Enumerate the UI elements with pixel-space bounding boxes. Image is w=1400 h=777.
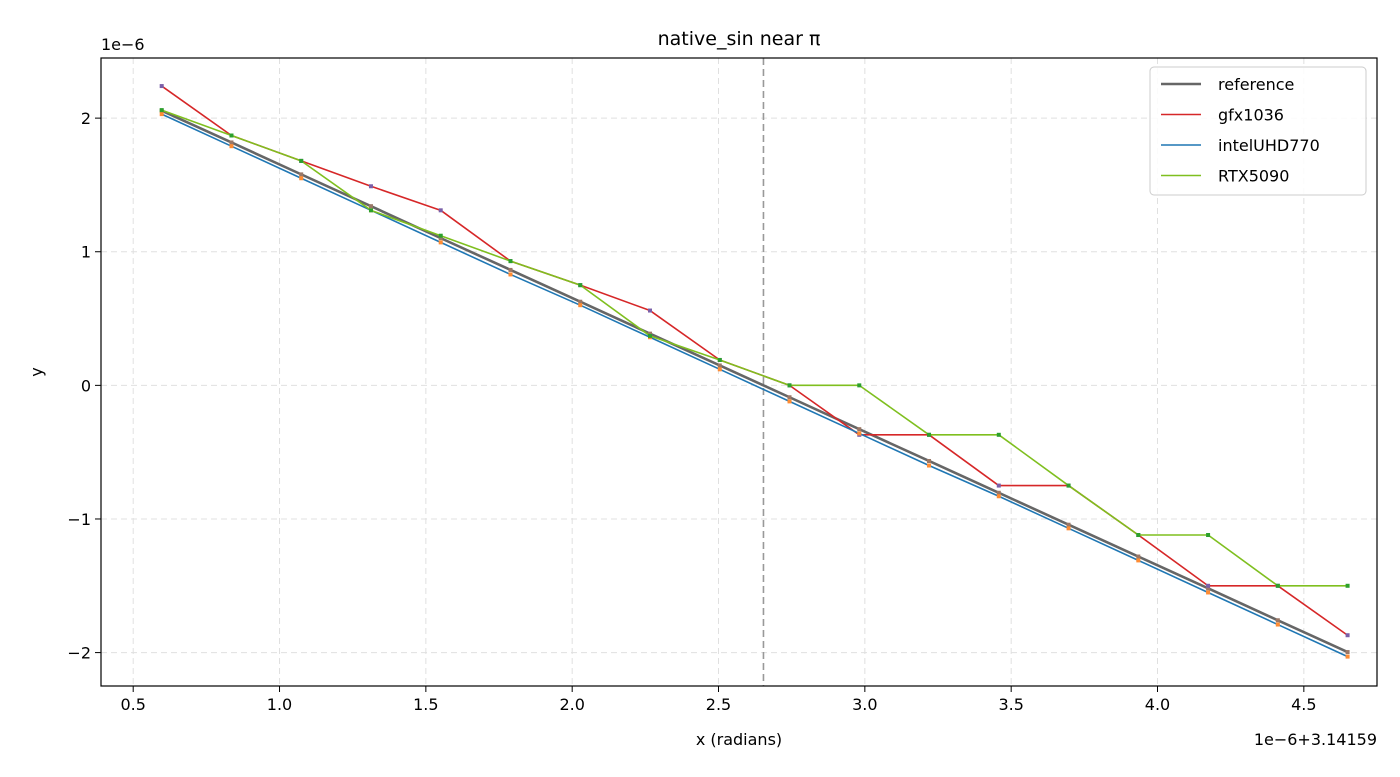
legend-label-gfx1036: gfx1036	[1218, 106, 1284, 125]
data-point-inteluhd770	[1275, 622, 1280, 627]
legend-box	[1149, 66, 1367, 196]
data-point-reference	[578, 299, 583, 304]
data-point-rtx5090	[1206, 533, 1211, 538]
data-point-inteluhd770	[438, 240, 443, 245]
data-point-rtx5090	[368, 208, 373, 213]
data-point-reference	[299, 172, 304, 177]
data-point-reference	[1206, 586, 1211, 591]
data-point-inteluhd770	[927, 463, 932, 468]
data-point-reference	[508, 267, 513, 272]
x-tick-label: 4.0	[1145, 695, 1170, 714]
data-point-gfx1036	[1206, 583, 1211, 588]
data-point-reference	[1136, 554, 1141, 559]
data-point-rtx5090	[1066, 483, 1071, 488]
data-point-gfx1036	[438, 208, 443, 213]
legend-label-rtx5090: RTX5090	[1218, 167, 1289, 186]
data-point-rtx5090	[438, 233, 443, 238]
data-point-gfx1036	[996, 483, 1001, 488]
y-tick-label: 2	[81, 109, 91, 128]
data-point-reference	[857, 427, 862, 432]
data-point-inteluhd770	[787, 399, 792, 404]
data-point-rtx5090	[578, 283, 583, 288]
y-tick-label: 1	[81, 243, 91, 262]
x-tick-label: 1.0	[267, 695, 292, 714]
data-point-inteluhd770	[578, 303, 583, 308]
x-tick-label: 0.5	[120, 695, 145, 714]
data-point-inteluhd770	[857, 431, 862, 436]
data-point-inteluhd770	[508, 272, 513, 277]
series-line-reference	[161, 109, 1349, 654]
data-point-rtx5090	[927, 432, 932, 437]
data-point-inteluhd770	[1345, 654, 1350, 659]
data-point-reference	[996, 490, 1001, 495]
chart-title: native_sin near π	[658, 28, 821, 50]
legend-items: reference gfx1036 intelUHD770 RTX5090	[1161, 75, 1320, 186]
data-point-rtx5090	[1136, 533, 1141, 538]
data-point-inteluhd770	[1066, 526, 1071, 531]
series-layer	[159, 84, 1350, 659]
y-axis-label: y	[27, 367, 46, 376]
y-tick-label: −2	[67, 644, 91, 663]
data-point-rtx5090	[648, 333, 652, 338]
data-point-rtx5090	[1345, 583, 1350, 588]
data-point-rtx5090	[508, 259, 513, 264]
data-point-reference	[229, 140, 234, 145]
data-point-reference	[787, 395, 792, 400]
y-offset-label: 1e−6	[101, 35, 145, 54]
y-tick-label: −1	[67, 510, 91, 529]
y-tick-label: 0	[81, 376, 91, 395]
data-point-inteluhd770	[299, 176, 304, 181]
data-point-reference	[368, 204, 373, 209]
x-tick-label: 4.5	[1291, 695, 1316, 714]
series-line-rtx5090	[161, 109, 1348, 587]
data-point-rtx5090	[996, 432, 1001, 437]
axis-ticks: 0.5 1.0 1.5 2.0 2.5 3.0 3.5 4.0 4.5 −2 −1 0 1 2	[67, 109, 1316, 714]
data-point-reference	[927, 458, 932, 463]
legend: reference gfx1036 intelUHD770 RTX5090	[1149, 66, 1367, 196]
data-point-reference	[717, 363, 722, 368]
x-tick-label: 3.5	[998, 695, 1023, 714]
data-point-reference	[1275, 618, 1280, 623]
data-point-inteluhd770	[1136, 558, 1141, 563]
data-point-rtx5090	[229, 133, 234, 138]
data-point-gfx1036	[648, 308, 652, 313]
data-point-rtx5090	[787, 383, 792, 388]
data-point-inteluhd770	[229, 144, 234, 149]
data-point-rtx5090	[717, 357, 722, 362]
series-line-inteluhd770	[161, 113, 1348, 658]
legend-label-inteluhd770: intelUHD770	[1218, 136, 1320, 155]
x-tick-label: 2.5	[706, 695, 731, 714]
data-point-reference	[438, 236, 443, 241]
data-point-gfx1036	[1345, 633, 1350, 638]
data-point-rtx5090	[159, 108, 164, 113]
data-point-inteluhd770	[996, 494, 1001, 499]
data-point-inteluhd770	[1206, 590, 1211, 595]
data-point-rtx5090	[857, 383, 862, 388]
data-point-rtx5090	[1275, 583, 1280, 588]
legend-label-reference: reference	[1218, 75, 1294, 94]
plot-frame	[100, 57, 1378, 687]
data-point-inteluhd770	[159, 112, 164, 117]
series-rtx5090	[159, 108, 1350, 588]
x-offset-label: 1e−6+3.14159	[1254, 730, 1377, 749]
data-point-gfx1036	[368, 184, 373, 189]
data-point-inteluhd770	[717, 367, 722, 372]
data-point-reference	[648, 331, 652, 336]
x-tick-label: 3.0	[852, 695, 877, 714]
x-axis-label: x (radians)	[696, 730, 782, 749]
data-point-rtx5090	[299, 158, 304, 163]
x-tick-label: 1.5	[413, 695, 438, 714]
x-tick-label: 2.0	[559, 695, 584, 714]
data-point-reference	[1345, 650, 1350, 655]
data-point-reference	[1066, 522, 1071, 527]
data-point-gfx1036	[159, 84, 164, 89]
